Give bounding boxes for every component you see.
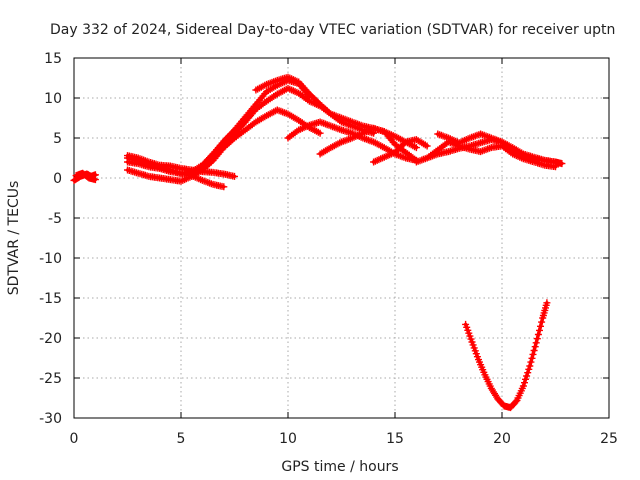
y-tick-label: -5 [48, 211, 62, 227]
data-point [552, 158, 559, 166]
x-axis-label: GPS time / hours [281, 459, 398, 475]
data-point [220, 183, 228, 191]
data-point [534, 331, 542, 338]
data-point [519, 382, 527, 390]
data-point [521, 379, 528, 387]
data-point [231, 172, 238, 180]
data-point [527, 358, 535, 366]
y-tick-label: 15 [44, 51, 62, 67]
series-arc-e [124, 106, 324, 185]
series-arc-k [370, 136, 431, 166]
data-point [538, 318, 546, 326]
series-arc-n [434, 130, 559, 166]
data-point [532, 339, 540, 347]
chart-title: Day 332 of 2024, Sidereal Day-to-day VTE… [50, 22, 615, 38]
y-tick-label: -15 [39, 291, 62, 307]
y-tick-label: -10 [39, 251, 62, 267]
x-tick-label: 15 [386, 431, 404, 447]
y-tick-label: 5 [53, 131, 62, 147]
tick-labels: 0 5 10 15 20 25 -30 -25 -20 -15 -10 -5 0 5 10 15 [39, 51, 618, 447]
data-point [423, 142, 431, 150]
data-point [533, 335, 541, 343]
data-points [70, 73, 566, 412]
y-tick-label: -25 [39, 371, 62, 387]
y-tick-label: -30 [39, 411, 62, 427]
data-point [316, 129, 324, 137]
series-arc-b [72, 169, 99, 184]
data-point [531, 343, 539, 351]
data-point [529, 350, 537, 358]
data-point [537, 322, 544, 330]
data-point [558, 160, 566, 168]
data-point [412, 144, 420, 152]
data-point [526, 362, 534, 370]
data-point [543, 299, 551, 307]
data-point [536, 326, 543, 334]
y-tick-label: 10 [44, 91, 62, 107]
data-point [523, 372, 531, 380]
data-point [522, 375, 529, 383]
y-tick-label: -20 [39, 331, 62, 347]
x-tick-label: 0 [70, 431, 79, 447]
data-point [525, 365, 533, 373]
series-arc-o [462, 299, 551, 412]
y-tick-label: 0 [53, 171, 62, 187]
x-tick-label: 5 [177, 431, 186, 447]
data-point [530, 347, 538, 354]
x-tick-label: 20 [493, 431, 511, 447]
axis-ticks [73, 57, 610, 419]
data-point [512, 398, 520, 406]
plot-frame [73, 57, 610, 419]
x-tick-label: 25 [600, 431, 618, 447]
x-tick-label: 10 [279, 431, 297, 447]
data-point [524, 369, 532, 377]
y-axis-label: SDTVAR / TECUs [6, 181, 22, 296]
grid [74, 58, 609, 418]
data-point [91, 176, 99, 184]
data-point [528, 354, 536, 362]
